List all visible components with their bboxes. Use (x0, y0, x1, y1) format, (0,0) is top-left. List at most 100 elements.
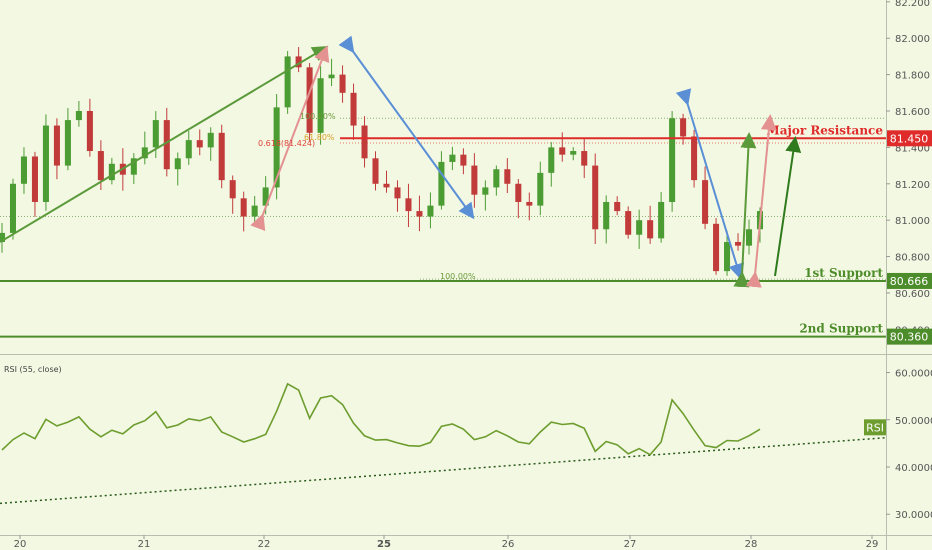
x-tick-label: 20 (14, 539, 27, 550)
candle-body (207, 132, 214, 148)
fib-arrow-blue-down (338, 35, 475, 220)
candle-body (31, 156, 38, 202)
y-tick-label: 82.000 (895, 34, 930, 45)
y-tick-label: 81.800 (895, 71, 930, 82)
level-label: 2nd Support (799, 322, 883, 336)
candle-body (372, 158, 379, 184)
candle-body (526, 201, 533, 206)
x-tick-label: 28 (745, 539, 758, 550)
candle-body (328, 74, 335, 79)
x-tick-label: 26 (502, 539, 515, 550)
candle-body (603, 201, 610, 230)
candle-body (53, 125, 60, 166)
candle-body (42, 125, 49, 202)
candle-body (482, 187, 489, 195)
candle-body (735, 242, 742, 246)
candle-body (559, 147, 566, 155)
y-tick-label: 80.800 (895, 253, 930, 264)
candle-body (20, 156, 27, 184)
rsi-line (1, 382, 761, 456)
candle-body (64, 120, 71, 166)
candle-body (745, 229, 753, 246)
candle-body (9, 183, 17, 233)
candle-body (658, 201, 665, 239)
rsi-y-tick-label: 30.0000 (895, 510, 932, 521)
candle-body (130, 158, 137, 175)
candle-body (251, 205, 258, 217)
candle-body (724, 242, 731, 272)
candle-body (471, 165, 478, 195)
candle-body (152, 120, 159, 148)
fib-label: 61.80% (304, 133, 335, 142)
x-tick-label: 22 (258, 539, 271, 550)
candle-body (515, 183, 522, 202)
y-tick-label: 81.600 (895, 107, 930, 118)
rsi-title: RSI (55, close) (4, 365, 62, 374)
candle-body (493, 169, 500, 188)
candle-body (691, 136, 698, 181)
candle-body (625, 211, 632, 235)
level-price-text: 80.666 (890, 275, 929, 288)
rsi-tag-box (864, 419, 886, 436)
rsi-tag-text: RSI (866, 421, 884, 434)
candle-body (570, 151, 577, 155)
candle-body (240, 198, 247, 217)
y-tick-label: 80.600 (895, 289, 930, 300)
level-price-text: 81.450 (890, 132, 929, 145)
candle-body (548, 147, 555, 173)
level-price-tag (887, 272, 932, 289)
candle-body (196, 140, 203, 148)
candle-body (229, 180, 236, 199)
candle-body (680, 118, 687, 137)
rsi-y-tick-label: 40.0000 (895, 463, 932, 474)
y-tick-label: 81.400 (895, 143, 930, 154)
fib-label: 100.00% (440, 272, 476, 281)
candle-body (0, 232, 6, 243)
candle-body (108, 163, 115, 181)
rsi-y-tick-label: 60.0000 (895, 369, 932, 380)
candle-body (713, 223, 720, 272)
candle-body (75, 110, 82, 121)
candle-body (97, 151, 104, 181)
candle-body (218, 132, 225, 181)
candle-body (361, 125, 368, 159)
candle-body (394, 187, 401, 199)
target-arrow-pink (745, 114, 777, 288)
candle-body (449, 154, 456, 162)
candle-body (141, 147, 148, 159)
target-arrow-dark (774, 136, 802, 277)
candle-body (438, 161, 445, 206)
x-tick-label: 25 (377, 539, 391, 550)
candle-body (339, 74, 346, 93)
candle-body (460, 154, 467, 166)
fib-arrow-blue-right (675, 88, 745, 280)
candle-body (592, 165, 599, 230)
y-tick-label: 82.200 (895, 0, 930, 9)
rsi-trendline (0, 436, 887, 505)
candle-body (163, 120, 170, 170)
level-price-text: 80.360 (890, 331, 929, 344)
candle-body (581, 151, 588, 166)
candle-body (185, 140, 192, 159)
candle-body (614, 201, 621, 212)
level-price-tag (887, 130, 932, 147)
rsi-pane[interactable]: RSI (55, close) RSI (0, 365, 887, 505)
candle-body (537, 172, 544, 206)
candle-body (647, 220, 654, 239)
x-tick-label: 29 (866, 539, 879, 550)
candle-body (174, 158, 181, 170)
rsi-y-tick-label: 50.0000 (895, 416, 932, 427)
candle-body (383, 183, 390, 188)
candle-body (317, 78, 324, 133)
fib-label: 100.00% (300, 112, 336, 121)
y-tick-label: 81.200 (895, 180, 930, 191)
fib-arrow-pink (250, 45, 330, 232)
level-label: 1st Support (804, 266, 883, 280)
fib-label: 0.618(81.424) (258, 139, 315, 148)
candle-body (636, 220, 643, 235)
price-pane[interactable]: Major Resistance 1st Support 2nd Support 10… (0, 35, 886, 338)
level-price-tag (887, 328, 932, 345)
candle-body (669, 118, 676, 202)
